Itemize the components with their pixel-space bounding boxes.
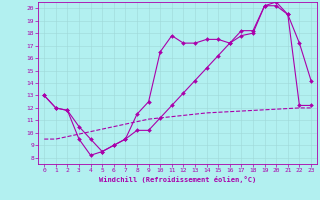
X-axis label: Windchill (Refroidissement éolien,°C): Windchill (Refroidissement éolien,°C) (99, 176, 256, 183)
